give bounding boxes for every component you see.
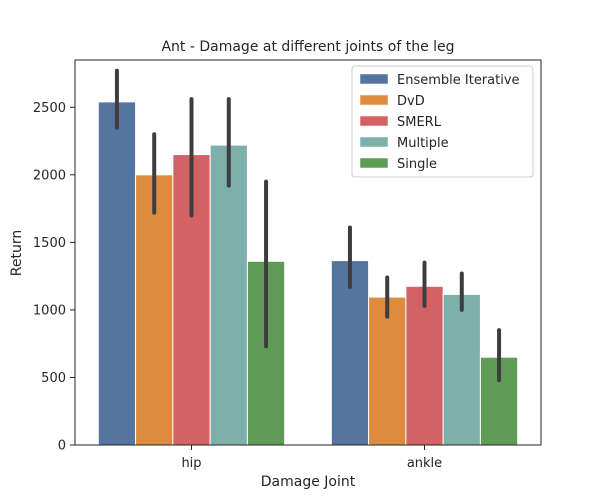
x-tick-label: ankle	[407, 456, 442, 471]
legend-label-2: SMERL	[397, 115, 442, 130]
bar-hip-3	[209, 144, 248, 446]
x-tick-label: hip	[181, 456, 201, 471]
legend-swatch-4	[359, 157, 389, 169]
bar-ankle-2	[405, 285, 444, 446]
bar-ankle-3	[442, 293, 481, 446]
legend-swatch-3	[359, 136, 389, 148]
x-axis-ticks: hip ankle	[181, 445, 442, 471]
bar-hip-1	[135, 174, 174, 446]
y-tick-label: 500	[41, 371, 66, 386]
legend-box	[351, 65, 534, 178]
bars	[97, 101, 519, 446]
y-tick-label: 0	[58, 439, 66, 454]
legend-label-1: DvD	[397, 94, 425, 109]
chart-title: Ant - Damage at different joints of the …	[161, 39, 454, 55]
bar-ankle-1	[368, 296, 407, 446]
legend-label-3: Multiple	[397, 136, 449, 151]
y-axis-label: Return	[9, 230, 25, 276]
y-tick-label: 2500	[33, 101, 66, 116]
legend-swatch-0	[359, 73, 389, 85]
legend-label-0: Ensemble Iterative	[397, 73, 520, 88]
legend: Ensemble Iterative DvD SMERL Multiple Single	[351, 65, 534, 178]
y-tick-label: 1500	[33, 236, 66, 251]
legend-swatch-2	[359, 115, 389, 127]
legend-label-4: Single	[397, 157, 437, 172]
y-tick-label: 1000	[33, 303, 66, 318]
y-axis-ticks: 0 500 1000 1500 2000 2500	[33, 101, 75, 454]
plot-frame	[74, 59, 542, 446]
x-axis-label: Damage Joint	[261, 474, 356, 490]
y-tick-label: 2000	[33, 168, 66, 183]
bar-hip-0	[97, 101, 137, 446]
error-bars	[114, 68, 502, 383]
legend-swatch-1	[359, 94, 389, 106]
